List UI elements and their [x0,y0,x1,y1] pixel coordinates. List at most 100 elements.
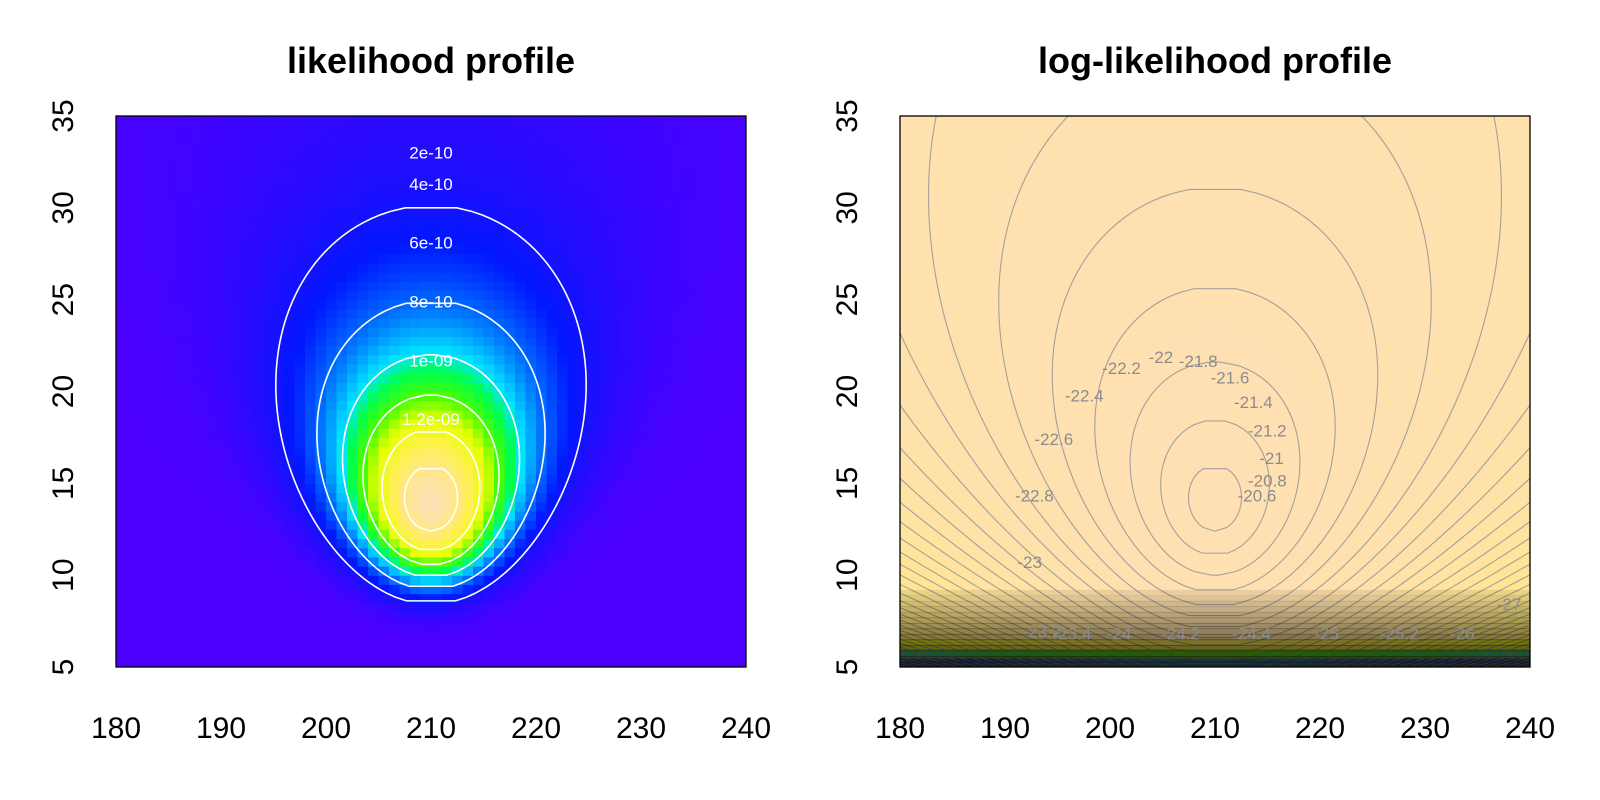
heatmap-cell [189,565,201,576]
heatmap-cell [578,125,590,135]
heatmap-cell [504,501,516,512]
heatmap-cell [921,538,933,549]
heatmap-cell [504,520,516,530]
heatmap-cell [1015,428,1027,439]
heatmap-cell [473,189,485,200]
heatmap-cell [137,116,149,126]
heatmap-cell [1015,547,1027,558]
heatmap-cell [389,161,401,172]
heatmap-cell [1078,262,1090,273]
heatmap-cell [1005,134,1017,145]
heatmap-cell [336,529,348,540]
heatmap-cell [1026,217,1038,227]
heatmap-cell [900,446,912,457]
heatmap-cell [179,657,191,667]
heatmap-cell [210,226,222,236]
heatmap-cell [910,455,922,466]
heatmap-cell [441,217,453,227]
heatmap-cell [910,180,922,191]
heatmap-cell [242,621,254,631]
heatmap-cell [242,446,254,457]
heatmap-cell [952,281,964,292]
heatmap-cell [1099,125,1111,135]
heatmap-cell [683,419,695,429]
heatmap-cell [179,226,191,236]
heatmap-cell [441,529,453,540]
heatmap-cell [1036,437,1048,448]
heatmap-cell [221,556,233,567]
heatmap-cell [305,134,317,145]
heatmap-cell [116,501,128,512]
heatmap-cell [231,373,243,383]
heatmap-cell [483,217,495,227]
heatmap-cell [704,565,716,576]
heatmap-cell [900,226,912,236]
heatmap-cell [242,547,254,558]
heatmap-cell [252,226,264,236]
heatmap-cell [693,125,705,135]
heatmap-cell [336,363,348,374]
heatmap-cell [284,161,296,172]
heatmap-cell [557,363,569,374]
heatmap-cell [921,207,933,218]
heatmap-cell [252,419,264,429]
heatmap-cell [900,556,912,567]
heatmap-cell [984,161,996,172]
heatmap-cell [378,474,390,484]
heatmap-cell [693,419,705,429]
heatmap-cell [221,657,233,667]
heatmap-cell [942,556,954,567]
heatmap-cell [735,244,746,255]
heatmap-cell [441,400,453,411]
heatmap-cell [368,226,380,236]
heatmap-cell [168,529,180,540]
heatmap-cell [252,272,264,282]
heatmap-cell [399,272,411,282]
heatmap-cell [672,345,684,356]
heatmap-cell [921,593,933,604]
heatmap-cell [504,253,516,264]
heatmap-cell [567,474,579,484]
heatmap-cell [1047,510,1059,521]
heatmap-cell [221,226,233,236]
heatmap-cell [378,308,390,319]
heatmap-cell [1047,455,1059,466]
heatmap-cell [599,134,611,145]
heatmap-cell [483,593,495,604]
heatmap-cell [714,565,726,576]
heatmap-cell [294,602,306,613]
heatmap-cell [994,244,1006,255]
heatmap-cell [326,308,338,319]
heatmap-cell [609,217,621,227]
heatmap-cell [1047,593,1059,604]
heatmap-cell [942,198,954,209]
heatmap-cell [431,336,443,347]
heatmap-cell [567,639,579,650]
heatmap-cell [557,428,569,439]
heatmap-cell [252,373,264,383]
heatmap-cell [116,419,128,429]
heatmap-cell [452,235,464,246]
heatmap-cell [168,308,180,319]
heatmap-cell [693,446,705,457]
heatmap-cell [942,262,954,273]
heatmap-cell [515,391,527,402]
heatmap-cell [942,529,954,540]
heatmap-cell [284,207,296,218]
heatmap-cell [147,226,159,236]
heatmap-cell [735,428,746,439]
heatmap-cell [189,272,201,282]
heatmap-cell [1078,180,1090,191]
heatmap-cell [284,648,296,659]
heatmap-cell [315,308,327,319]
heatmap-cell [494,648,506,659]
heatmap-cell [1005,318,1017,328]
heatmap-cell [578,318,590,328]
heatmap-cell [347,409,359,420]
heatmap-cell [305,474,317,484]
heatmap-cell [525,657,537,667]
heatmap-cell [578,161,590,172]
heatmap-cell [389,483,401,494]
heatmap-cell [168,648,180,659]
heatmap-cell [242,354,254,365]
